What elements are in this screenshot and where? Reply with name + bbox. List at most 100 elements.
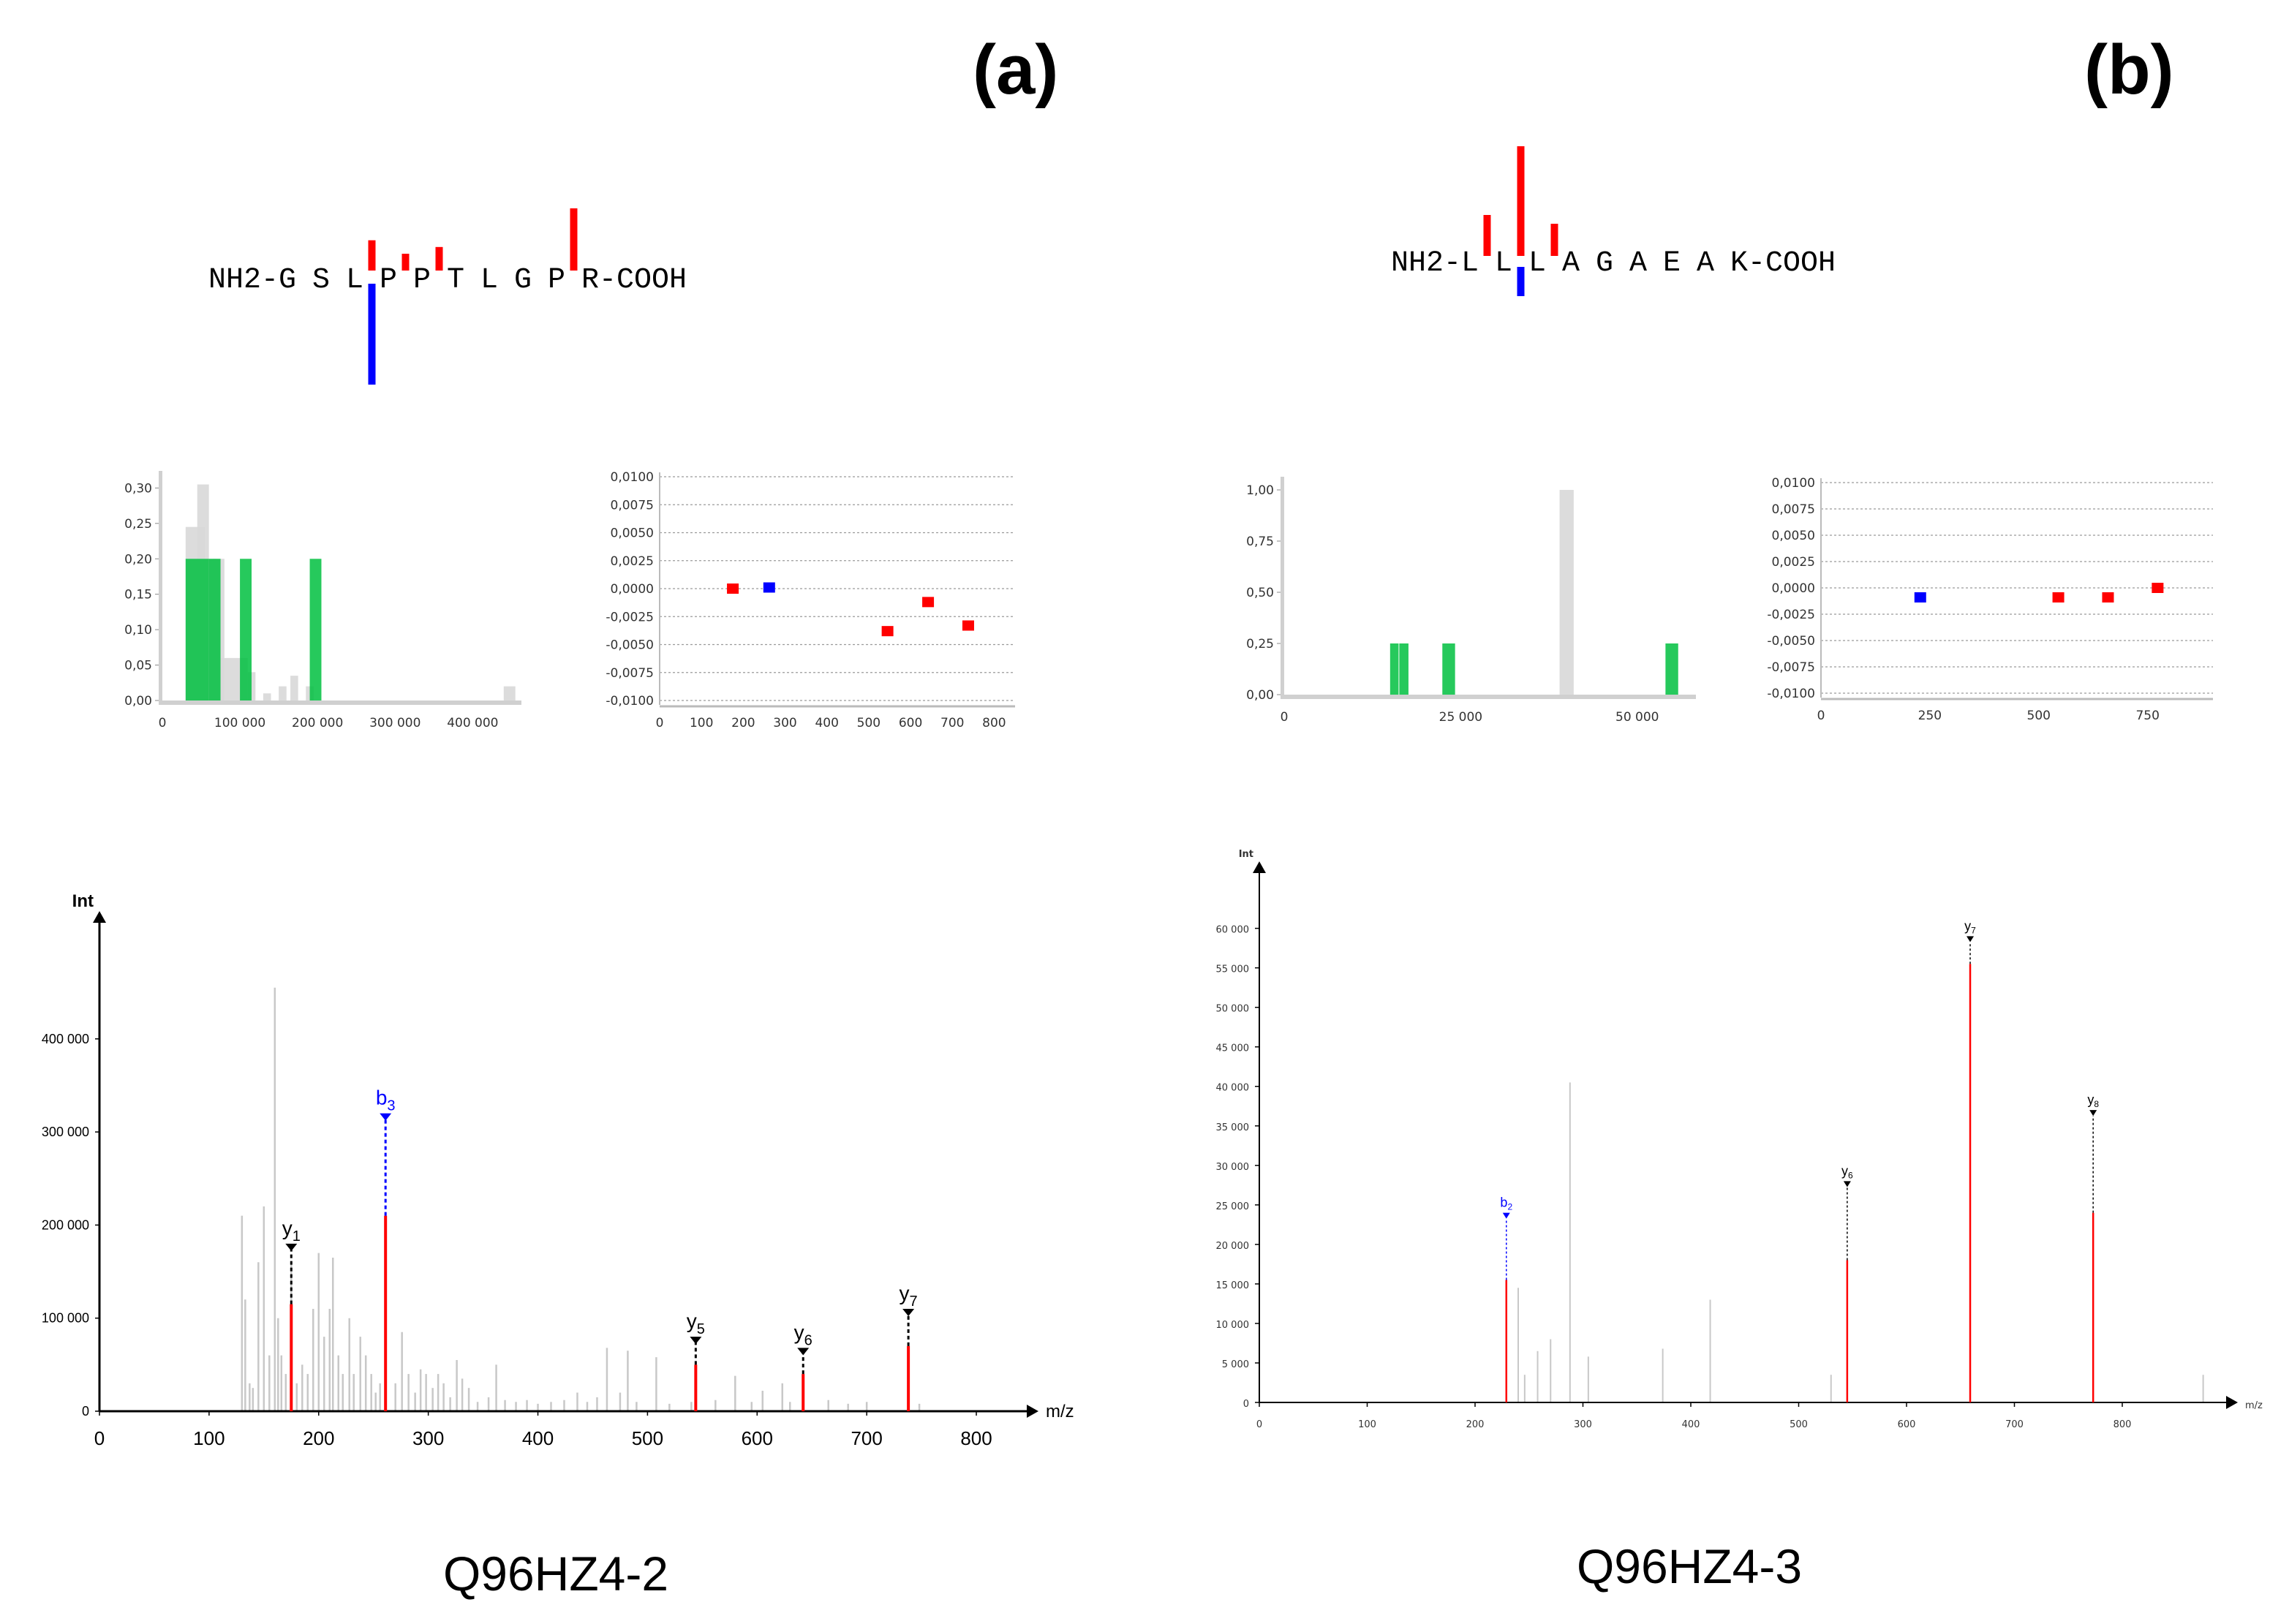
sequence-residue: T bbox=[447, 264, 464, 297]
spectrum-x-tick-label: 200 bbox=[1466, 1419, 1485, 1430]
sequence-residue: P bbox=[548, 264, 565, 297]
sequence-prefix: NH2- bbox=[1391, 247, 1461, 280]
sequence-residue: A bbox=[1562, 247, 1580, 280]
histogram-x-tick-label: 50 000 bbox=[1615, 710, 1659, 725]
histogram-y-tick-label: 0,25 bbox=[124, 517, 152, 532]
spectrum-y-tick-label: 55 000 bbox=[1216, 964, 1250, 975]
scatter-x-tick-label: 200 bbox=[731, 716, 755, 730]
ion-marker-triangle bbox=[1843, 1181, 1851, 1187]
sequence-residue: A bbox=[1697, 247, 1714, 280]
scatter-x-tick-label: 300 bbox=[773, 716, 796, 730]
scatter-y-tick-label: 0,0000 bbox=[1772, 581, 1815, 596]
spectrum-y-axis-label: Int bbox=[1239, 849, 1253, 860]
histogram-y-tick-label: 0,50 bbox=[1246, 586, 1274, 600]
sequence-residue: L bbox=[1528, 247, 1546, 280]
sequence-prefix: NH2- bbox=[208, 264, 279, 297]
spectrum-x-tick-label: 200 bbox=[303, 1427, 334, 1449]
spectrum-x-arrow bbox=[2226, 1396, 2238, 1409]
scatter-x-tick-label: 500 bbox=[857, 716, 881, 730]
ion-marker-triangle bbox=[285, 1243, 298, 1251]
histogram-x-tick-label: 400 000 bbox=[447, 716, 498, 730]
scatter-point-red bbox=[2152, 583, 2164, 593]
spectrum-y-arrow bbox=[93, 911, 106, 923]
histogram-x-axis bbox=[1281, 695, 1696, 699]
sequence-residue: L bbox=[1461, 247, 1479, 280]
spectrum-x-tick-label: 0 bbox=[94, 1427, 105, 1449]
histogram-bar-matched bbox=[1442, 643, 1455, 695]
histogram-bar-background bbox=[220, 657, 233, 700]
spectrum-y-tick-label: 15 000 bbox=[1216, 1280, 1250, 1291]
spectrum-y-tick-label: 0 bbox=[1243, 1399, 1249, 1410]
panel-a-letter: (a) bbox=[973, 31, 1058, 109]
histogram-bar-matched bbox=[208, 559, 221, 700]
ion-label: b3 bbox=[376, 1087, 396, 1114]
spectrum-y-tick-label: 35 000 bbox=[1216, 1122, 1250, 1133]
spectrum-x-tick-label: 0 bbox=[1256, 1419, 1262, 1430]
spectrum-y-tick-label: 20 000 bbox=[1216, 1241, 1250, 1252]
scatter-x-tick-label: 250 bbox=[1918, 709, 1942, 723]
histogram-bar-background bbox=[503, 686, 516, 700]
ion-marker-triangle bbox=[1502, 1212, 1510, 1219]
scatter-point-red bbox=[727, 583, 739, 594]
scatter-x-tick-label: 500 bbox=[2027, 709, 2051, 723]
sequence-residue: R bbox=[581, 264, 599, 297]
spectrum-x-arrow bbox=[1027, 1405, 1038, 1418]
spectrum-y-tick-label: 0 bbox=[82, 1404, 89, 1419]
histogram-x-tick-label: 0 bbox=[1281, 710, 1289, 725]
scatter-x-tick-label: 0 bbox=[1817, 709, 1825, 723]
histogram-y-tick-label: 0,15 bbox=[124, 588, 152, 603]
scatter-x-tick-label: 700 bbox=[940, 716, 964, 730]
sequence-suffix: -COOH bbox=[1748, 247, 1836, 280]
histogram-x-tick-label: 200 000 bbox=[292, 716, 343, 730]
histogram-bar-matched bbox=[240, 559, 252, 700]
ion-label: y6 bbox=[1841, 1163, 1853, 1180]
spectrum-x-tick-label: 400 bbox=[1682, 1419, 1700, 1430]
fragment-mark-red bbox=[435, 246, 443, 271]
spectrum-y-tick-label: 100 000 bbox=[42, 1311, 89, 1326]
ms-spectrum-1: Int m/z 0 100 200 300 400 500 600 700 800 0 5 000 10 … bbox=[1216, 849, 2263, 1430]
ion-marker-triangle bbox=[797, 1348, 810, 1356]
scatter-y-tick-label: 0,0000 bbox=[611, 582, 654, 597]
spectrum-x-tick-label: 600 bbox=[1898, 1419, 1916, 1430]
sequence-residue: S bbox=[312, 264, 330, 297]
histogram-bar-matched bbox=[1665, 643, 1678, 695]
histogram-y-tick-label: 0,00 bbox=[124, 694, 152, 709]
ion-marker-triangle bbox=[902, 1308, 915, 1316]
peptide-sequence-1: NH2- L L L A G A E A K -COOH bbox=[1391, 146, 1836, 296]
panel-b-letter: (b) bbox=[2084, 31, 2174, 109]
ion-label: y8 bbox=[2087, 1092, 2099, 1109]
scatter-point-red bbox=[2102, 592, 2114, 603]
spectrum-y-tick-label: 200 000 bbox=[42, 1217, 89, 1232]
spectrum-x-tick-label: 500 bbox=[1790, 1419, 1808, 1430]
sequence-residue: A bbox=[1629, 247, 1647, 280]
fragment-mark-red bbox=[401, 254, 410, 271]
sequence-residue: L bbox=[1495, 247, 1512, 280]
spectrum-x-tick-label: 300 bbox=[1574, 1419, 1592, 1430]
fragment-mark-blue bbox=[368, 284, 376, 385]
spectrum-y-tick-label: 60 000 bbox=[1216, 925, 1250, 936]
ion-marker-triangle bbox=[2089, 1110, 2097, 1117]
histogram-bar-background bbox=[1559, 490, 1574, 695]
scatter-point-red bbox=[2052, 592, 2065, 603]
histogram-y-axis bbox=[1281, 477, 1284, 696]
histogram-bar-background bbox=[279, 686, 287, 700]
ion-label: y5 bbox=[687, 1310, 705, 1337]
scatter-x-tick-label: 100 bbox=[690, 716, 713, 730]
histogram-y-tick-label: 0,75 bbox=[1246, 535, 1274, 549]
scatter-point-red bbox=[881, 626, 894, 637]
histogram-bar-background bbox=[263, 693, 271, 700]
histogram-y-tick-label: 0,05 bbox=[124, 659, 152, 673]
histogram-x-tick-label: 300 000 bbox=[369, 716, 421, 730]
histogram-bar-matched bbox=[185, 559, 209, 700]
ion-marker-triangle bbox=[690, 1337, 702, 1345]
mass-error-plot-0: 0,0100 0,0075 0,0050 0,0025 0,0000 -0,0025 -0,… bbox=[606, 470, 1015, 730]
histogram-x-axis bbox=[159, 700, 521, 705]
spectrum-y-tick-label: 300 000 bbox=[42, 1125, 89, 1139]
scatter-x-tick-label: 800 bbox=[982, 716, 1006, 730]
fragment-mark-blue bbox=[1517, 267, 1525, 296]
sequence-residue: L bbox=[346, 264, 363, 297]
histogram-bar-matched bbox=[309, 559, 322, 700]
scatter-y-tick-label: -0,0075 bbox=[606, 666, 654, 681]
fragment-mark-red bbox=[1550, 224, 1558, 256]
ms-spectrum-0: Int m/z 0 100 200 300 400 500 600 700 800 0 100 000 2… bbox=[42, 891, 1074, 1449]
